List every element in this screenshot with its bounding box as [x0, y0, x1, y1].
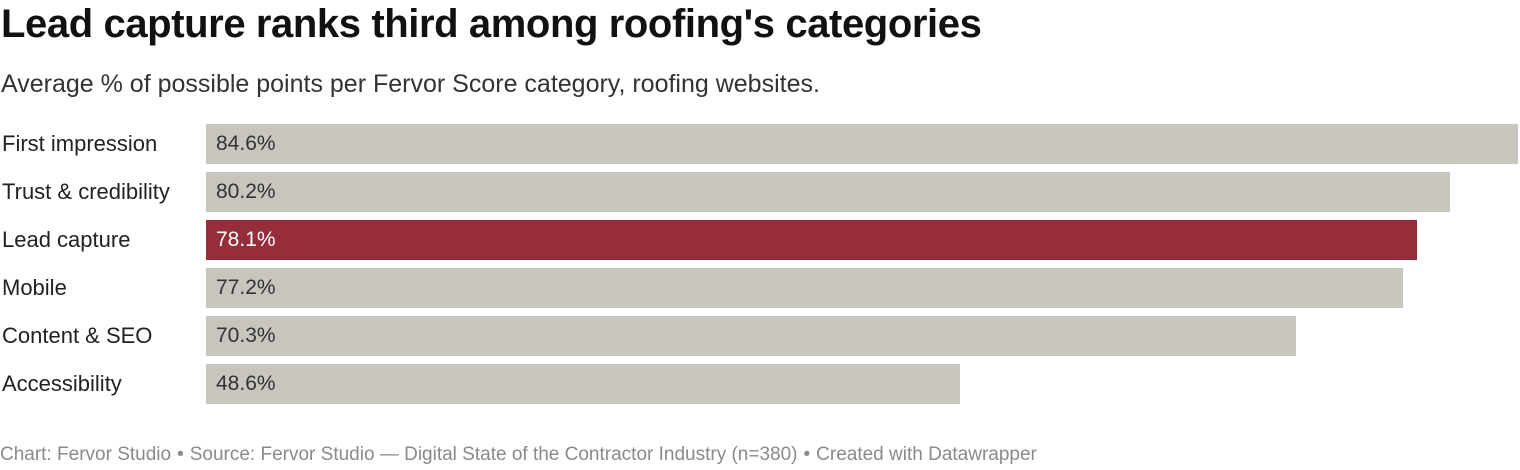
chart-subtitle: Average % of possible points per Fervor …	[1, 70, 820, 98]
chart-footer: Chart: Fervor Studio • Source: Fervor Stud…	[0, 444, 1037, 466]
category-label: Mobile	[2, 275, 67, 300]
chart-credit: Chart: Fervor Studio	[0, 444, 172, 465]
chart-title: Lead capture ranks third among roofing's…	[1, 2, 982, 46]
chart-row: Accessibility 48.6%	[0, 364, 1520, 404]
value-label: 84.6%	[216, 132, 276, 155]
bar-chart: First impression 84.6% Trust & credibility…	[0, 124, 1520, 414]
bar	[206, 172, 1450, 212]
value-label: 80.2%	[216, 180, 276, 203]
chart-row: First impression 84.6%	[0, 124, 1520, 164]
bar	[206, 316, 1296, 356]
source-note: Source: Fervor Studio — Digital State of…	[189, 444, 798, 465]
category-label: Accessibility	[2, 371, 122, 396]
bar	[206, 268, 1403, 308]
bar	[206, 124, 1518, 164]
bar	[206, 364, 960, 404]
chart-row: Lead capture 78.1%	[0, 220, 1520, 260]
tool-credit: Created with Datawrapper	[816, 444, 1037, 465]
footer-separator: •	[177, 444, 184, 465]
chart-row: Content & SEO 70.3%	[0, 316, 1520, 356]
chart-row: Mobile 77.2%	[0, 268, 1520, 308]
footer-separator: •	[803, 444, 811, 465]
category-label: First impression	[2, 131, 158, 156]
value-label: 70.3%	[216, 324, 276, 347]
chart-row: Trust & credibility 80.2%	[0, 172, 1520, 212]
category-label: Trust & credibility	[2, 179, 170, 204]
value-label: 77.2%	[216, 276, 276, 299]
value-label: 48.6%	[216, 372, 276, 395]
value-label: 78.1%	[216, 228, 276, 251]
category-label: Content & SEO	[2, 323, 153, 348]
bar	[206, 220, 1417, 260]
category-label: Lead capture	[2, 227, 131, 252]
